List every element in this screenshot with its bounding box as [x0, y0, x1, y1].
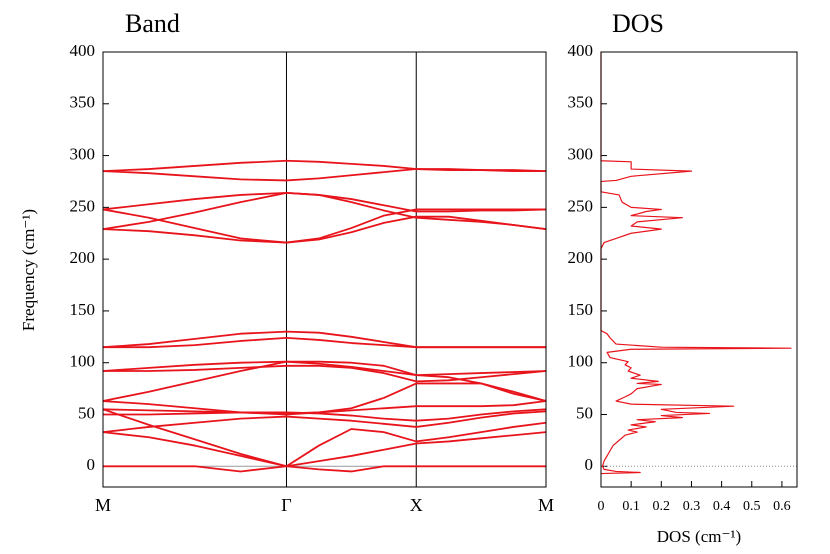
y-tick-label: 400 — [70, 41, 96, 60]
y-tick-label: 0 — [585, 455, 594, 474]
x-tick-label: 0.6 — [773, 499, 791, 514]
y-tick-label: 200 — [568, 248, 594, 267]
y-tick-label: 300 — [70, 144, 96, 163]
chart-title: Band — [125, 9, 180, 38]
x-tick-label: M — [538, 495, 554, 515]
data-line — [102, 431, 547, 468]
x-tick-label: 0.5 — [743, 499, 761, 514]
y-tick-label: 200 — [70, 248, 96, 267]
x-tick-label: M — [95, 495, 111, 515]
chart-title: DOS — [612, 9, 664, 38]
data-line — [103, 364, 547, 383]
x-tick-label: 0.2 — [653, 499, 671, 514]
x-tick-label: 0.4 — [713, 499, 731, 514]
data-line — [102, 400, 547, 415]
y-tick-label: 150 — [568, 300, 594, 319]
y-tick-label: 350 — [70, 93, 96, 112]
x-tick-label: Γ — [281, 495, 291, 515]
data-line — [102, 208, 546, 244]
y-tick-label: 50 — [576, 403, 593, 422]
x-tick-label: 0.1 — [622, 499, 640, 514]
data-line — [102, 410, 547, 434]
x-axis-label: DOS (cm⁻¹) — [657, 527, 741, 546]
y-tick-label: 100 — [568, 352, 594, 371]
data-line — [102, 382, 547, 416]
data-line — [102, 360, 547, 377]
y-tick-label: 300 — [568, 144, 594, 163]
data-line — [103, 408, 547, 422]
y-tick-label: 250 — [70, 196, 96, 215]
data-line — [102, 191, 547, 231]
y-tick-label: 150 — [70, 300, 96, 319]
data-line — [102, 215, 547, 244]
x-tick-label: 0.3 — [683, 499, 701, 514]
y-tick-label: 50 — [78, 403, 95, 422]
data-line — [102, 408, 547, 468]
data-line — [103, 465, 546, 473]
plot-frame — [102, 51, 547, 488]
data-line — [102, 191, 547, 213]
x-tick-label: X — [410, 495, 423, 515]
data-line — [102, 360, 547, 402]
data-line — [102, 159, 546, 173]
y-tick-label: 250 — [568, 196, 594, 215]
data-line — [102, 330, 546, 349]
x-tick-label: 0 — [598, 499, 605, 514]
plot-frame — [600, 51, 798, 488]
y-axis-label: Frequency (cm⁻¹) — [19, 209, 38, 331]
y-tick-label: 350 — [568, 93, 594, 112]
y-tick-label: 400 — [568, 41, 594, 60]
data-line — [600, 52, 792, 475]
y-tick-label: 0 — [87, 455, 96, 474]
y-tick-label: 100 — [70, 352, 96, 371]
